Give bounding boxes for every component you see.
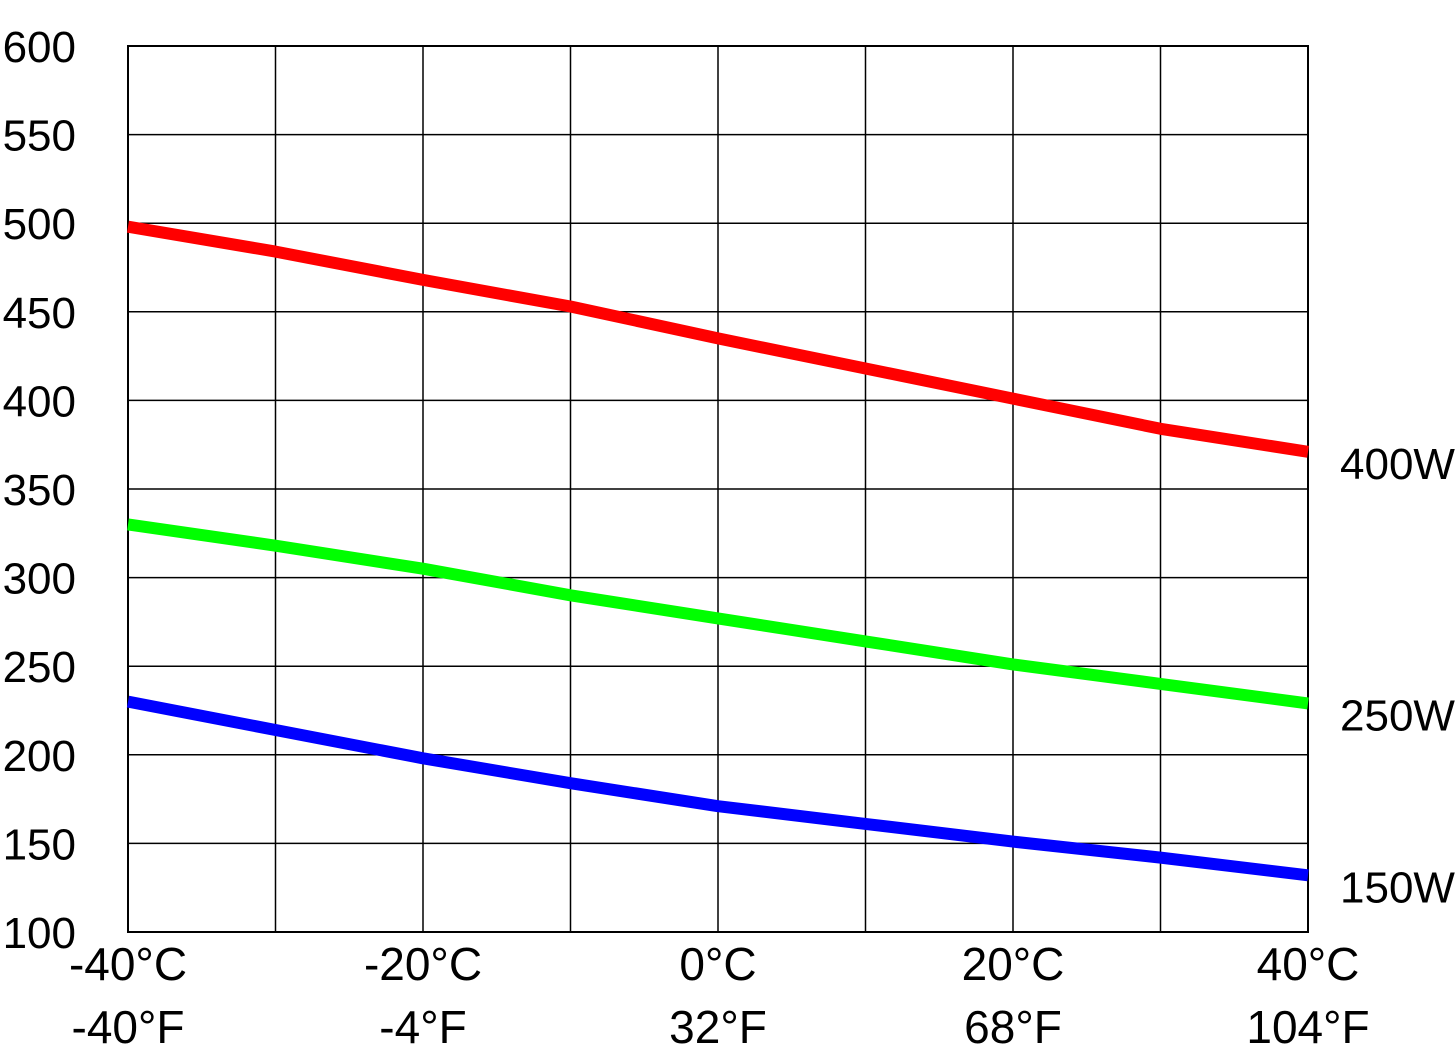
x-tick-label-fahrenheit: -40°F <box>72 1001 185 1053</box>
y-tick-label: 450 <box>3 289 76 338</box>
y-tick-label: 100 <box>3 909 76 958</box>
x-tick-label-fahrenheit: 68°F <box>964 1001 1062 1053</box>
x-tick-label-fahrenheit: 32°F <box>669 1001 767 1053</box>
x-tick-label-celsius: 20°C <box>962 938 1065 990</box>
series-line-400w <box>127 220 1309 458</box>
x-tick-label-celsius: -40°C <box>69 938 187 990</box>
series-lines <box>126 220 1309 882</box>
y-tick-label: 150 <box>3 820 76 869</box>
y-tick-label: 300 <box>3 555 76 604</box>
y-tick-label: 500 <box>3 200 76 249</box>
series-line-150w <box>126 695 1309 882</box>
y-tick-label: 350 <box>3 466 76 515</box>
series-label-150w: 150W <box>1340 863 1455 912</box>
y-tick-label: 400 <box>3 377 76 426</box>
x-tick-label-celsius: 40°C <box>1257 938 1360 990</box>
y-tick-label: 200 <box>3 732 76 781</box>
x-axis: -40°C -40°F -20°C -4°F 0°C 32°F 20°C 68°F 40°C 10… <box>69 938 1370 1053</box>
series-line-250w <box>127 518 1309 710</box>
y-tick-label: 250 <box>3 643 76 692</box>
x-tick-label-celsius: -20°C <box>364 938 482 990</box>
y-tick-label: 550 <box>3 112 76 161</box>
plot-border <box>127 45 1309 933</box>
grid <box>127 45 1309 933</box>
series-labels: 400W 250W 150W <box>1340 440 1455 913</box>
y-tick-label: 600 <box>3 23 76 72</box>
x-tick-label-celsius: 0°C <box>679 938 756 990</box>
series-label-400w: 400W <box>1340 440 1455 489</box>
x-tick-label-fahrenheit: 104°F <box>1246 1001 1369 1053</box>
x-tick-label-fahrenheit: -4°F <box>379 1001 466 1053</box>
y-axis: 100 150 200 250 300 350 400 450 500 550 600 <box>3 23 76 958</box>
series-label-250w: 250W <box>1340 691 1455 740</box>
